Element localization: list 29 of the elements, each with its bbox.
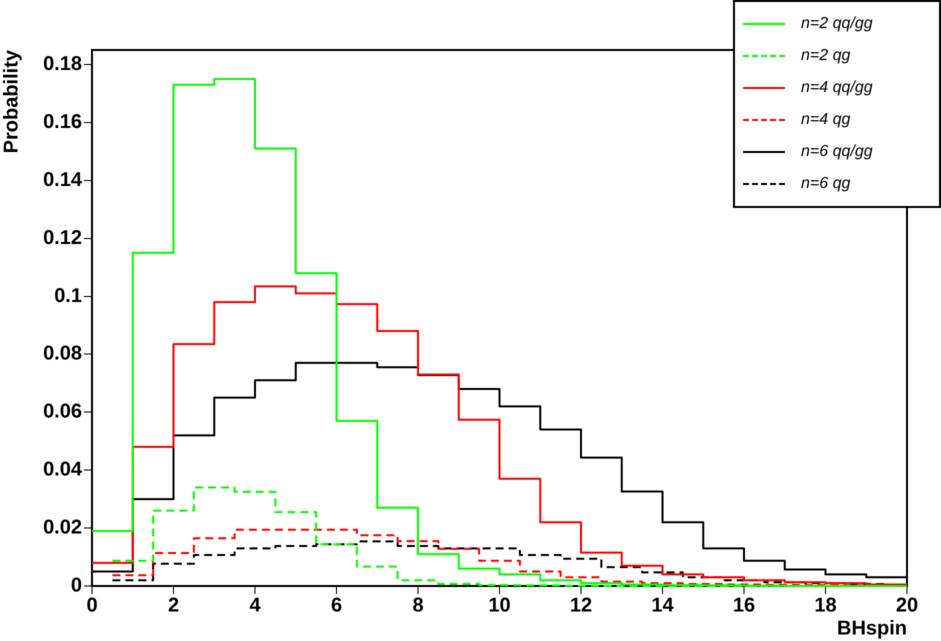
y-tick-label: 0 [70, 574, 82, 597]
x-tick-label: 6 [330, 594, 342, 617]
x-tick-label: 14 [651, 594, 674, 617]
x-tick-label: 0 [86, 594, 98, 617]
legend-label: n=4 qq/gg [801, 79, 873, 97]
x-tick-label: 10 [488, 594, 511, 617]
x-tick-label: 2 [168, 594, 180, 617]
x-axis-title: BHspin [837, 618, 907, 640]
x-tick-label: 20 [896, 594, 918, 617]
x-tick-label: 4 [249, 594, 262, 617]
x-tick-label: 18 [814, 594, 837, 617]
legend-label: n=2 qg [801, 47, 850, 65]
y-tick-label: 0.04 [43, 458, 83, 481]
y-tick-label: 0.18 [43, 53, 82, 75]
x-tick-label: 8 [412, 594, 424, 617]
y-tick-label: 0.14 [43, 168, 83, 191]
legend-label: n=2 qq/gg [801, 15, 873, 33]
y-tick-label: 0.08 [43, 342, 82, 365]
legend-label: n=6 qq/gg [801, 143, 873, 161]
legend-label: n=4 qg [801, 111, 850, 129]
y-axis-title: Probability [0, 49, 23, 154]
x-tick-label: 12 [570, 594, 592, 617]
y-tick-label: 0.1 [54, 284, 82, 307]
y-tick-label: 0.16 [43, 110, 82, 133]
y-tick-label: 0.06 [43, 400, 82, 423]
legend-label: n=6 qg [801, 175, 850, 193]
x-tick-label: 16 [732, 594, 756, 617]
y-tick-label: 0.12 [43, 226, 82, 249]
y-tick-label: 0.02 [43, 516, 82, 539]
